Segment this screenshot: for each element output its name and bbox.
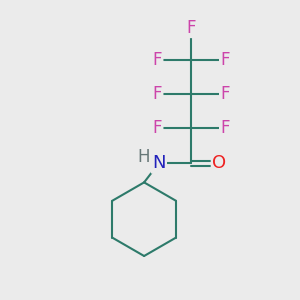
Text: O: O [212, 154, 226, 172]
Text: F: F [153, 119, 162, 137]
Text: H: H [137, 148, 150, 166]
Text: F: F [220, 119, 230, 137]
Text: F: F [153, 51, 162, 69]
Text: N: N [152, 154, 166, 172]
Text: F: F [153, 85, 162, 103]
Text: F: F [220, 51, 230, 69]
Text: F: F [187, 19, 196, 37]
Text: F: F [220, 85, 230, 103]
